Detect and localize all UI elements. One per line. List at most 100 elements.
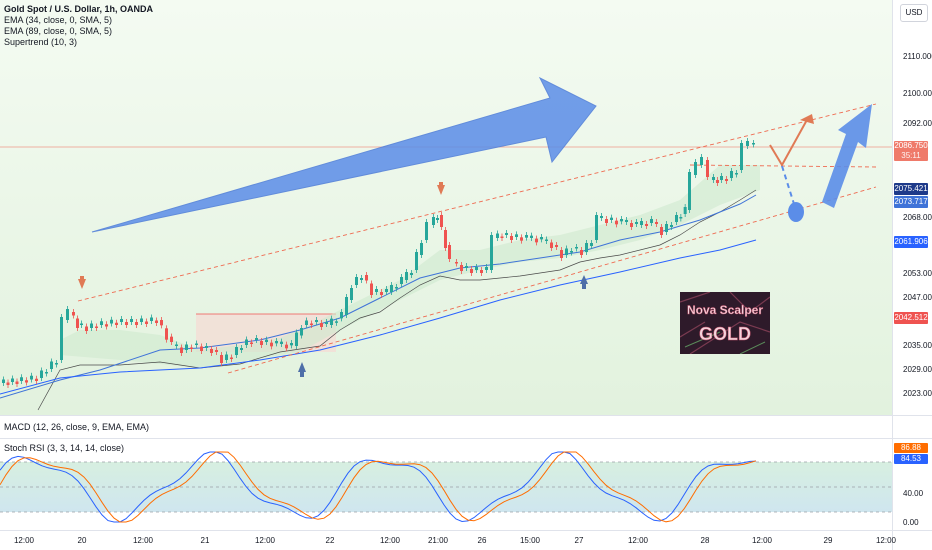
candle-body [140,318,143,322]
candle-body [415,252,418,270]
ema89-label[interactable]: EMA (89, close, 0, SMA, 5) [4,26,113,36]
candle-body [655,222,658,224]
candle-body [275,341,278,344]
candle-body [530,235,533,238]
candle-body [270,342,273,347]
macd-pane[interactable] [0,416,892,438]
logo-line1: Nova Scalper [687,303,763,317]
last-price-tag: 2086.750 35:11 [894,141,928,161]
candle-body [6,382,10,385]
candle-body [135,322,138,325]
candle-body [635,222,638,224]
buy-marker-stem [582,284,586,289]
legend: Gold Spot / U.S. Dollar, 1h, OANDA EMA (… [4,4,153,48]
brand-logo: Nova Scalper GOLD [680,292,770,354]
ema34-label[interactable]: EMA (34, close, 0, SMA, 5) [4,15,113,25]
candle-body [470,269,473,273]
price-axis[interactable]: 2110.000 2100.000 2092.000 2068.000 2053.000… [903,52,932,398]
sell-marker-stem [439,182,443,186]
candle-body [25,380,28,383]
supertrend-label[interactable]: Supertrend (10, 3) [4,37,78,47]
candle-body [355,277,358,285]
price-axis-label: 2100.000 [903,89,932,98]
candle-body [590,243,593,246]
time-axis-label: 28 [701,536,710,545]
ema-mid-tag: 2073.717 [894,196,928,208]
candle-body [2,379,5,383]
time-axis[interactable]: 12:00 20 12:00 21 12:00 22 12:00 21:00 26 15:00 27… [14,536,897,545]
candle-body [130,319,133,322]
logo-line2: GOLD [699,324,751,344]
candle-body [265,339,268,342]
candle-body [545,239,548,241]
stoch-d-line [0,451,757,523]
candle-body [425,222,428,240]
candle-body [170,336,173,342]
candle-body [496,233,499,238]
candle-body [679,217,683,219]
last-price-value: 2086.750 [894,141,928,150]
candle-body [300,328,303,336]
time-axis-label: 15:00 [520,536,541,545]
candle-body [465,266,468,268]
candle-body [205,346,208,348]
candle-body [100,321,103,325]
ema-fast-tag: 2075.421 [894,183,928,195]
symbol-title[interactable]: Gold Spot / U.S. Dollar, 1h, OANDA [4,4,154,14]
price-axis-label: 2029.000 [903,365,932,374]
buy-marker-stem [300,372,304,377]
candle-body [700,157,703,165]
stoch-k-line [0,451,757,523]
rsi-axis[interactable]: 40.00 0.00 [903,489,924,527]
candle-body [120,319,123,322]
candle-body [605,219,608,223]
candle-body [165,328,168,340]
candle-body [95,326,98,328]
candle-body [305,320,308,325]
candle-body [500,236,504,238]
candlestick-series [2,138,755,388]
price-axis-label: 2092.000 [903,119,932,128]
candle-body [752,143,755,145]
macd-legend[interactable]: MACD (12, 26, close, 9, EMA, EMA) [4,422,150,432]
currency-selector[interactable]: USD [900,4,928,22]
channel-lower [227,186,877,374]
candle-body [420,243,423,255]
candle-body [225,354,228,360]
candle-body [190,347,193,349]
candle-body [310,323,313,325]
time-axis-label: 12:00 [752,536,773,545]
time-axis-label: 26 [478,536,487,545]
price-axis-label: 2110.000 [903,52,932,61]
projection-blue-arrow [822,104,872,208]
time-axis-label: 27 [575,536,584,545]
candle-body [640,221,643,225]
candle-body [475,267,478,270]
candle-body [665,224,668,232]
candle-body [505,233,508,235]
candle-body [395,287,398,289]
candle-body [200,346,203,351]
candle-body [180,347,183,353]
candle-body [432,217,435,225]
candle-body [155,320,158,323]
candle-body [215,350,218,352]
price-axis-label: 2035.000 [903,341,932,350]
candle-body [160,320,163,326]
candle-body [510,236,513,240]
candle-body [515,234,518,237]
rsi-axis-label: 40.00 [903,489,924,498]
candle-body [400,277,403,284]
candle-body [35,378,38,381]
candle-body [580,250,583,255]
candle-body [600,216,603,218]
candle-body [330,318,333,325]
stoch-rsi-legend[interactable]: Stoch RSI (3, 3, 14, 14, close) [4,443,125,453]
candle-body [245,339,248,345]
candle-body [30,375,33,380]
candle-body [448,245,451,259]
price-axis-label: 2068.000 [903,213,932,222]
candle-body [50,361,53,369]
